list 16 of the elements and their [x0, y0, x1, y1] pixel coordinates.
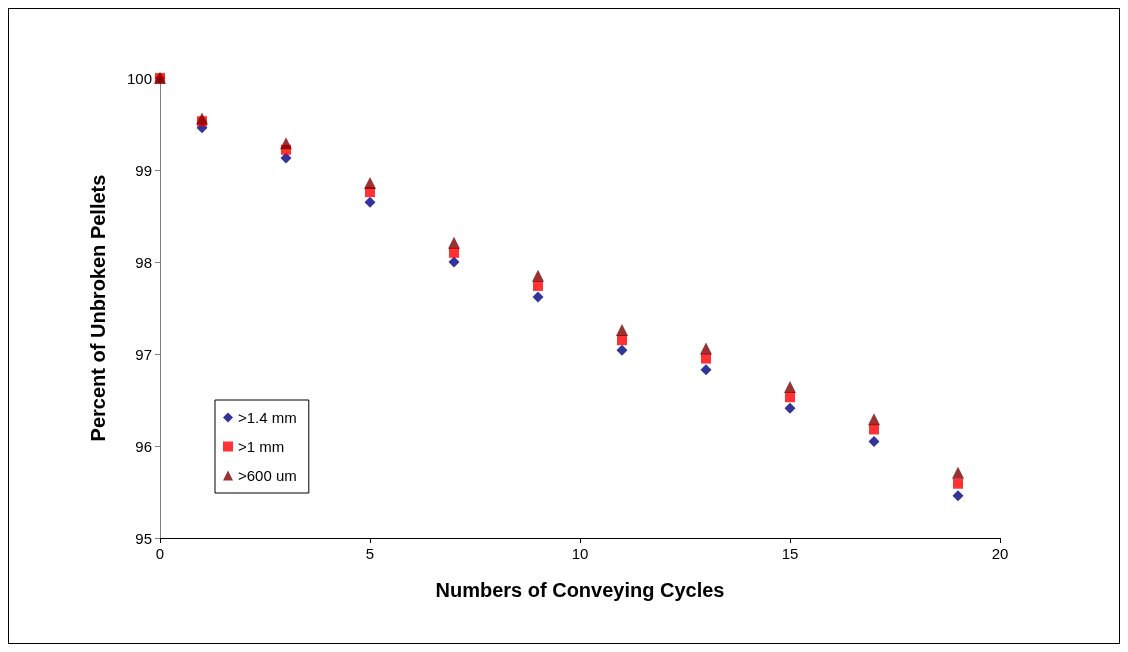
x-tick-label: 0: [155, 545, 165, 562]
x-tick-label: 20: [991, 545, 1009, 562]
y-axis-title: Percent of Unbroken Pellets: [87, 174, 109, 442]
y-tick-label: 99: [135, 161, 152, 179]
y-tick-label: 97: [135, 345, 152, 363]
legend-label: >600 um: [238, 467, 297, 484]
x-tick-label: 15: [781, 545, 799, 562]
y-tick-label: 98: [135, 253, 152, 271]
y-tick-label: 95: [135, 529, 152, 547]
y-tick-label: 96: [135, 437, 152, 455]
x-tick-label: 5: [365, 545, 375, 562]
x-axis-title: Numbers of Conveying Cycles: [435, 579, 725, 601]
x-tick-label: 10: [571, 545, 589, 562]
legend-label: >1.4 mm: [238, 409, 297, 426]
legend-label: >1 mm: [238, 438, 285, 455]
y-tick-label: 100: [126, 69, 152, 87]
